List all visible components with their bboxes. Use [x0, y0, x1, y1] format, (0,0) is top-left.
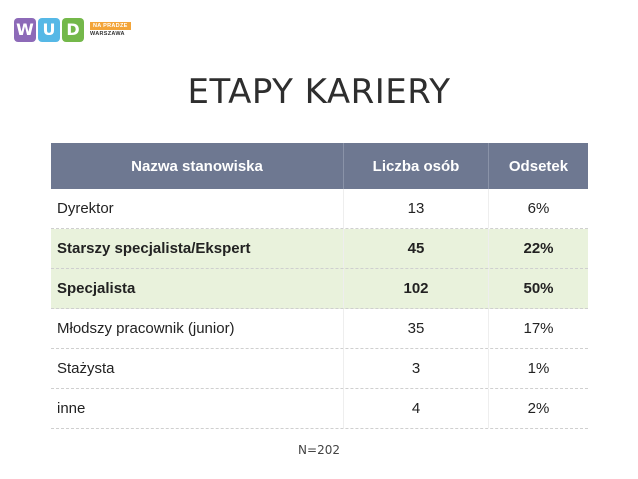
cell-percent: 22%	[488, 229, 588, 268]
cell-position-name: Dyrektor	[57, 200, 114, 217]
cell-position-name: Stażysta	[57, 360, 115, 377]
header-position-name: Nazwa stanowiska	[131, 157, 263, 175]
logo-tag-bottom: WARSZAWA	[90, 30, 125, 37]
wud-logo: W U D NA PRADZE WARSZAWA	[14, 14, 131, 46]
header-percent: Odsetek	[488, 143, 588, 189]
page-title: ETAPY KARIERY	[187, 72, 451, 112]
logo-tag: NA PRADZE WARSZAWA	[90, 21, 131, 39]
cell-count: 35	[343, 309, 488, 348]
sample-size-note: N=202	[298, 443, 340, 457]
career-stages-table: Nazwa stanowiska Liczba osób Odsetek Dyr…	[51, 143, 588, 429]
table-row: Dyrektor 13 6%	[51, 189, 588, 229]
table-header-row: Nazwa stanowiska Liczba osób Odsetek	[51, 143, 588, 189]
table-row-highlighted: Starszy specjalista/Ekspert 45 22%	[51, 229, 588, 269]
cell-count: 45	[343, 229, 488, 268]
cell-percent: 1%	[488, 349, 588, 388]
cell-percent: 6%	[488, 189, 588, 228]
cell-percent: 17%	[488, 309, 588, 348]
cell-position-name: Starszy specjalista/Ekspert	[57, 240, 251, 257]
logo-tag-top: NA PRADZE	[90, 21, 131, 30]
table-row: inne 4 2%	[51, 389, 588, 429]
logo-letter-u: U	[38, 18, 60, 42]
header-count: Liczba osób	[343, 143, 488, 189]
cell-position-name: Specjalista	[57, 280, 136, 297]
table-row: Młodszy pracownik (junior) 35 17%	[51, 309, 588, 349]
cell-count: 13	[343, 189, 488, 228]
cell-count: 102	[343, 269, 488, 308]
cell-count: 3	[343, 349, 488, 388]
table-row-highlighted: Specjalista 102 50%	[51, 269, 588, 309]
cell-count: 4	[343, 389, 488, 428]
cell-percent: 2%	[488, 389, 588, 428]
cell-percent: 50%	[488, 269, 588, 308]
logo-letter-w: W	[14, 18, 36, 42]
cell-position-name: Młodszy pracownik (junior)	[57, 320, 235, 337]
table-row: Stażysta 3 1%	[51, 349, 588, 389]
cell-position-name: inne	[57, 400, 86, 417]
logo-letter-d: D	[62, 18, 84, 42]
